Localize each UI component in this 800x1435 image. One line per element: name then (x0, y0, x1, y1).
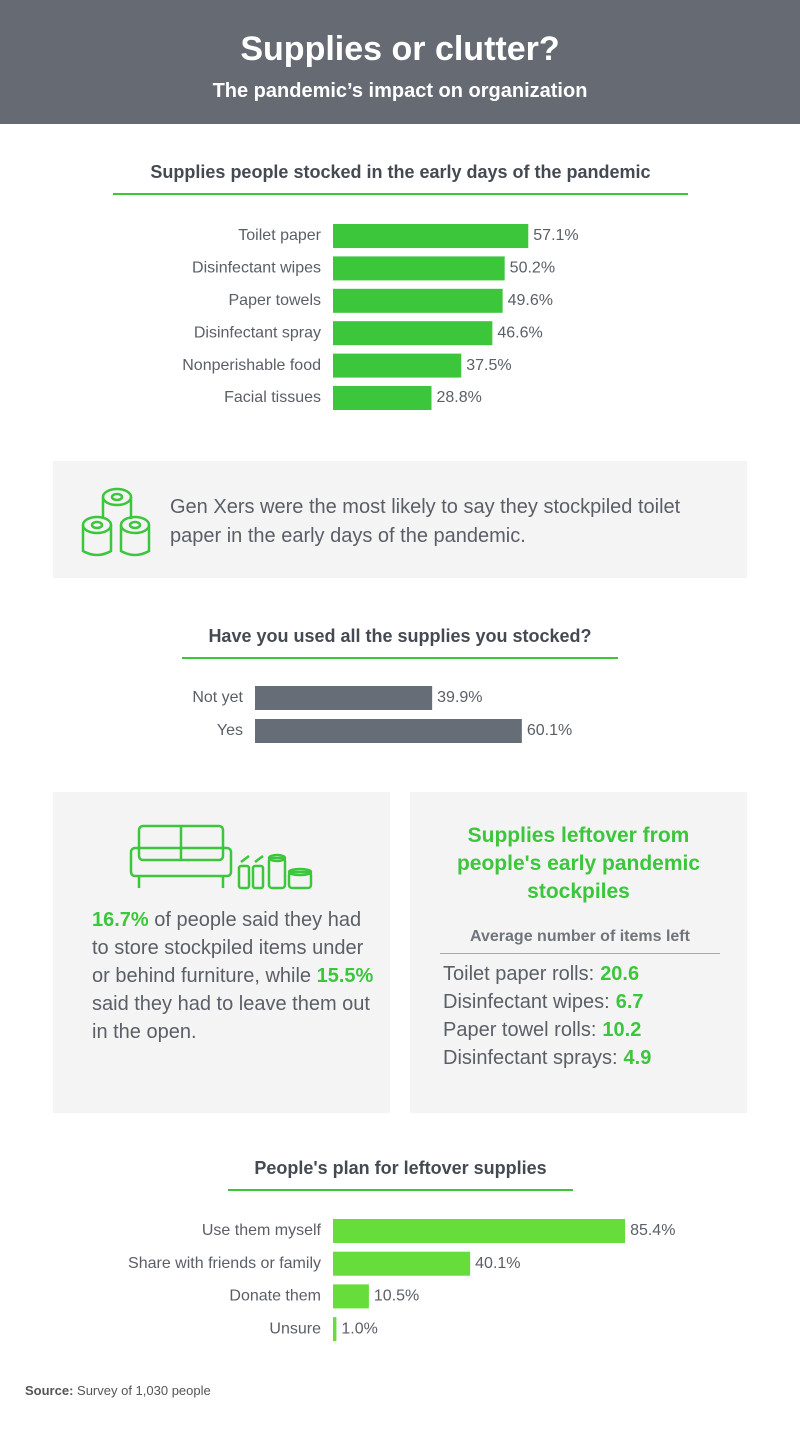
bar (333, 353, 462, 378)
chart: Toilet paper 57.1% Disinfectant wipes 50.2%… (182, 224, 579, 410)
leftover-item: Paper towel rolls: 10.2 (443, 1016, 743, 1044)
bar (333, 1284, 369, 1309)
toilet-paper-icon (81, 487, 151, 557)
category-label: Share with friends or family (128, 1255, 321, 1272)
storage-box: 16.7% of people said they had to store s… (53, 792, 390, 1113)
bar (333, 224, 529, 248)
bar (333, 288, 503, 313)
category-label: Yes (217, 722, 243, 739)
bar (333, 1317, 337, 1342)
leftover-item: Disinfectant wipes: 6.7 (443, 988, 743, 1016)
value-label: 49.6% (508, 292, 553, 309)
category-label: Toilet paper (238, 227, 321, 244)
value-label: 57.1% (533, 227, 578, 244)
value-label: 1.0% (341, 1320, 377, 1337)
bar (333, 256, 505, 281)
category-label: Use them myself (202, 1222, 322, 1239)
source-label: Source: (25, 1383, 74, 1398)
item-value: 4.9 (623, 1047, 652, 1069)
chart: Not yet 39.9% Yes 60.1% (192, 686, 572, 743)
stat: 15.5% (316, 965, 374, 987)
leftover-item: Toilet paper rolls: 20.6 (443, 960, 743, 988)
leftover-item: Disinfectant sprays: 4.9 (443, 1044, 743, 1072)
bar (255, 719, 522, 743)
item-value: 10.2 (602, 1019, 642, 1041)
category-label: Unsure (269, 1320, 321, 1337)
callout-text: Gen Xers were the most likely to say the… (170, 496, 681, 547)
item-label: Disinfectant sprays: (443, 1047, 618, 1069)
leftover-title: Supplies leftover from people's early pa… (456, 824, 701, 903)
item-label: Disinfectant wipes: (443, 991, 610, 1013)
value-label: 10.5% (374, 1288, 419, 1305)
header: Supplies or clutter? The pandemic’s impa… (0, 0, 800, 124)
source: Source: Survey of 1,030 people (25, 1383, 211, 1398)
storage-text: 16.7% of people said they had to store s… (92, 906, 382, 1046)
leftover-box: Supplies leftover from people's early pa… (410, 792, 747, 1113)
title: Supplies or clutter? (240, 30, 560, 68)
item-value: 20.6 (600, 963, 640, 985)
value-label: 85.4% (630, 1222, 675, 1239)
bar (333, 321, 493, 346)
category-label: Nonperishable food (182, 357, 321, 374)
chart-title: Have you used all the supplies you stock… (182, 626, 618, 659)
leftover-list: Toilet paper rolls: 20.6 Disinfectant wipe… (443, 960, 743, 1072)
category-label: Disinfectant wipes (192, 260, 321, 277)
callout: Gen Xers were the most likely to say the… (53, 461, 747, 578)
leftover-subtitle: Average number of items left (440, 928, 720, 954)
furniture-icon (129, 824, 313, 890)
bar (333, 386, 432, 410)
category-label: Donate them (229, 1288, 321, 1305)
category-label: Facial tissues (224, 389, 321, 406)
value-label: 39.9% (437, 689, 482, 706)
item-value: 6.7 (615, 991, 644, 1013)
bar (333, 1251, 471, 1276)
value-label: 50.2% (510, 260, 555, 277)
value-label: 46.6% (497, 324, 542, 341)
bar (333, 1219, 626, 1243)
chart-title: Supplies people stocked in the early day… (113, 162, 688, 195)
value-label: 28.8% (436, 389, 481, 406)
stat: 16.7% (92, 909, 149, 931)
item-label: Paper towel rolls: (443, 1019, 597, 1041)
chart: Use them myself 85.4% Share with friends o… (128, 1219, 675, 1342)
value-label: 60.1% (527, 722, 572, 739)
subtitle: The pandemic’s impact on organization (212, 80, 588, 102)
category-label: Paper towels (229, 292, 322, 309)
bar (255, 686, 433, 710)
text: of people said they had to store stockpi… (92, 909, 364, 987)
item-label: Toilet paper rolls: (443, 963, 595, 985)
source-text: Survey of 1,030 people (77, 1383, 211, 1398)
chart-title: People's plan for leftover supplies (228, 1158, 573, 1191)
value-label: 37.5% (466, 357, 511, 374)
text: said they had to leave them out in the o… (92, 993, 370, 1043)
category-label: Not yet (192, 689, 243, 706)
category-label: Disinfectant spray (194, 324, 321, 341)
value-label: 40.1% (475, 1255, 520, 1272)
